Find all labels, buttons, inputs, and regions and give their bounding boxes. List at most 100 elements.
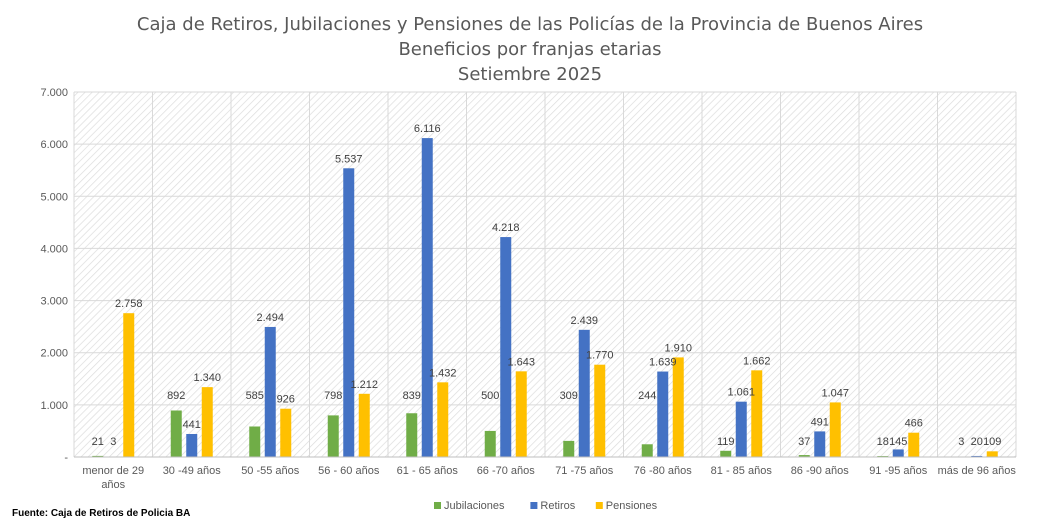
data-label-jubilaciones: 18	[877, 436, 889, 448]
legend-label-pensiones: Pensiones	[606, 500, 658, 512]
bar-pensiones	[437, 382, 449, 457]
bar-retiros	[657, 371, 669, 457]
data-label-pensiones: 1.432	[429, 367, 457, 379]
source-note: Fuente: Caja de Retiros de Policia BA	[12, 508, 191, 519]
data-label-retiros: 2.439	[570, 315, 598, 327]
bar-pensiones	[986, 451, 998, 457]
y-tick-label: 4.000	[40, 243, 68, 255]
data-label-retiros: 6.116	[414, 123, 441, 135]
bar-retiros	[578, 329, 590, 457]
bar-pensiones	[358, 393, 370, 457]
legend-swatch-jubilaciones	[434, 502, 441, 509]
x-tick-label: 50 -55 años	[241, 465, 300, 477]
chart-title: Caja de Retiros, Jubilaciones y Pensione…	[137, 14, 923, 35]
data-label-pensiones: 1.643	[507, 356, 535, 368]
data-label-retiros: 4.218	[492, 222, 520, 234]
bar-retiros	[343, 168, 355, 457]
x-tick-label: 81 - 85 años	[711, 465, 773, 477]
data-label-jubilaciones: 119	[717, 436, 735, 448]
data-label-pensiones: 109	[983, 436, 1001, 448]
x-tick-label: 91 -95 años	[869, 465, 928, 477]
data-label-pensiones: 1.662	[743, 355, 771, 367]
y-tick-label: 1.000	[40, 400, 68, 412]
bar-pensiones	[672, 357, 684, 457]
data-label-pensiones: 1.340	[193, 372, 221, 384]
bar-pensiones	[908, 432, 920, 457]
data-label-jubilaciones: 244	[638, 390, 656, 402]
bar-pensiones	[280, 408, 292, 457]
data-label-pensiones: 1.212	[350, 379, 378, 391]
data-label-retiros: 1.061	[727, 387, 755, 399]
x-tick-label: menor de 29	[82, 465, 144, 477]
bar-retiros	[735, 401, 747, 457]
data-label-retiros: 20	[971, 436, 983, 448]
data-label-retiros: 1.639	[649, 357, 677, 369]
data-label-jubilaciones: 839	[403, 390, 421, 402]
bar-jubilaciones	[484, 430, 496, 457]
bar-jubilaciones	[720, 450, 732, 457]
bar-retiros	[814, 431, 826, 457]
x-axis: menor de 29 años 30 -49 años 50 -55 años 56 …	[74, 456, 1016, 491]
bar-retiros	[500, 237, 512, 457]
data-label-pensiones: 1.770	[586, 350, 614, 362]
bar-jubilaciones	[92, 455, 104, 457]
y-axis: - 1.000 2.000 3.000 4.000 5.000 6.000 7.000	[40, 87, 68, 464]
x-tick-label: 66 -70 años	[477, 465, 536, 477]
data-label-jubilaciones: 500	[481, 390, 499, 402]
bar-pensiones	[751, 370, 763, 457]
data-label-jubilaciones: 21	[92, 436, 104, 448]
bar-jubilaciones	[327, 415, 339, 457]
bar-jubilaciones	[563, 440, 575, 457]
x-tick-label: 71 -75 años	[555, 465, 614, 477]
legend-swatch-pensiones	[595, 502, 603, 509]
data-label-retiros: 491	[811, 416, 829, 428]
data-labels: 21 3 2.758 892 441 1.340 585 2.494 926 798 5.537 1.…	[92, 123, 1002, 448]
data-label-jubilaciones: 892	[167, 390, 185, 402]
data-label-retiros: 3	[110, 436, 116, 448]
gridlines	[73, 91, 1017, 458]
legend: Jubilaciones Retiros Pensiones	[434, 500, 658, 512]
chart-period: Setiembre 2025	[458, 64, 602, 85]
y-tick-label: 6.000	[40, 139, 68, 151]
data-label-jubilaciones: 798	[324, 390, 342, 402]
bar-retiros	[892, 449, 904, 457]
bar-pensiones	[594, 364, 606, 457]
legend-label-retiros: Retiros	[540, 500, 575, 512]
bar-jubilaciones	[406, 413, 418, 457]
x-tick-label: 76 -80 años	[634, 465, 693, 477]
bar-pensiones	[123, 313, 135, 457]
bar-retiros	[186, 434, 198, 457]
y-tick-label: 5.000	[40, 191, 68, 203]
x-tick-label: 86 -90 años	[791, 465, 850, 477]
bar-pensiones	[829, 402, 841, 457]
bar-pensiones	[201, 387, 213, 457]
bar-jubilaciones	[641, 444, 653, 457]
data-label-retiros: 2.494	[256, 312, 284, 324]
y-tick-label: -	[64, 452, 68, 464]
x-tick-label: 56 - 60 años	[318, 465, 380, 477]
data-label-retiros: 441	[183, 419, 201, 431]
x-tick-label: años	[101, 479, 125, 491]
y-tick-label: 3.000	[40, 296, 68, 308]
y-tick-label: 2.000	[40, 348, 68, 360]
data-label-pensiones: 466	[905, 418, 923, 430]
bar-jubilaciones	[249, 426, 261, 457]
data-label-jubilaciones: 309	[560, 390, 578, 402]
x-tick-label: 30 -49 años	[163, 465, 222, 477]
data-label-pensiones: 1.910	[664, 342, 692, 354]
chart-subtitle: Beneficios por franjas etarias	[398, 39, 661, 60]
data-label-retiros: 5.537	[335, 153, 363, 165]
legend-label-jubilaciones: Jubilaciones	[444, 500, 505, 512]
y-tick-label: 7.000	[40, 87, 68, 99]
bar-pensiones	[515, 371, 527, 457]
data-label-jubilaciones: 3	[958, 436, 964, 448]
bar-jubilaciones	[798, 455, 810, 457]
legend-swatch-retiros	[530, 502, 538, 509]
bars	[92, 138, 998, 457]
data-label-jubilaciones: 37	[798, 436, 810, 448]
x-tick-label: 61 - 65 años	[397, 465, 459, 477]
data-label-pensiones: 1.047	[821, 387, 849, 399]
data-label-jubilaciones: 585	[246, 390, 264, 402]
bar-retiros	[971, 455, 983, 457]
